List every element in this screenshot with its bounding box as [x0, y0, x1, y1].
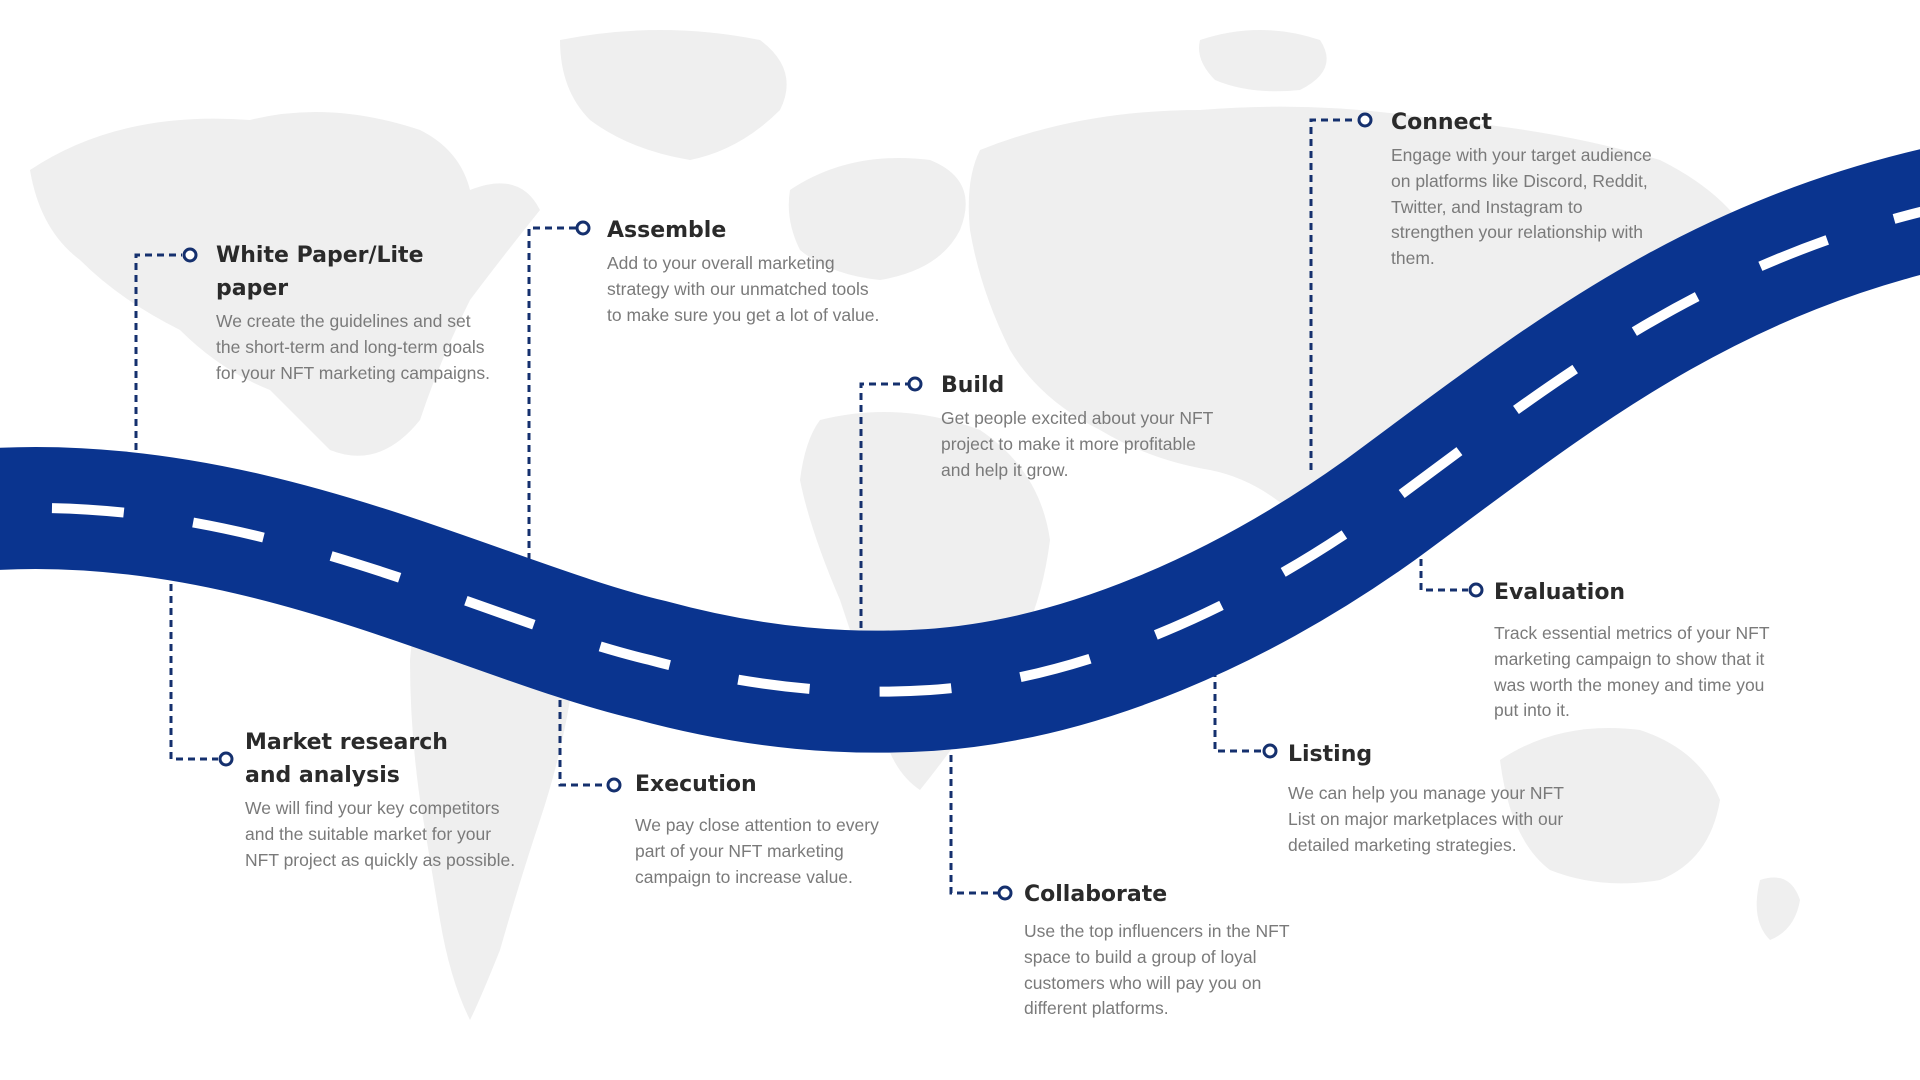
- step-description-line: part of your NFT marketing: [635, 840, 844, 861]
- step-description-line: We can help you manage your NFT: [1288, 783, 1564, 803]
- step-description-line: Add to your overall marketing: [607, 253, 835, 273]
- step-connect: Connect Engage with your target audience…: [1391, 106, 1652, 272]
- step-description-line: on platforms like Discord, Reddit,: [1391, 170, 1648, 191]
- connector-listing: [1213, 670, 1262, 753]
- step-description: We will find your key competitors and th…: [245, 796, 515, 873]
- road: [0, 149, 1920, 753]
- step-title: Evaluation: [1494, 576, 1770, 609]
- dot-evaluation: [1468, 582, 1484, 598]
- step-collaborate: Collaborate Use the top influencers in t…: [1024, 878, 1290, 1022]
- connector-connect: [1309, 118, 1357, 470]
- connectors: [134, 118, 1468, 895]
- step-title: Assemble: [607, 214, 879, 247]
- step-description-line: Engage with your target audience: [1391, 145, 1652, 165]
- step-description-line: project to make it more profitable: [941, 433, 1196, 454]
- connector-build: [859, 382, 908, 640]
- step-description: Get people excited about your NFT projec…: [941, 406, 1213, 483]
- step-description: Add to your overall marketing strategy w…: [607, 251, 879, 328]
- step-title: Execution: [635, 768, 879, 801]
- step-title: Connect: [1391, 106, 1652, 139]
- step-description-line: for your NFT marketing campaigns.: [216, 362, 490, 383]
- step-title: Market research and analysis: [245, 726, 515, 792]
- step-description-line: and the suitable market for your: [245, 823, 492, 844]
- connector-white-paper: [134, 253, 182, 450]
- dot-execution: [606, 777, 622, 793]
- step-description-line: and help it grow.: [941, 459, 1069, 480]
- step-title: Listing: [1288, 738, 1564, 771]
- step-description-line: We create the guidelines and set: [216, 311, 471, 331]
- step-description-line: customers who will pay you on: [1024, 972, 1262, 993]
- step-description-line: space to build a group of loyal: [1024, 946, 1257, 967]
- dot-assemble: [575, 220, 591, 236]
- step-description-line: detailed marketing strategies.: [1288, 834, 1517, 855]
- step-description-line: Twitter, and Instagram to: [1391, 196, 1583, 217]
- step-title-line: Collaborate: [1024, 882, 1168, 907]
- step-description-line: the short-term and long-term goals: [216, 336, 485, 357]
- step-title-line: White Paper/Lite: [216, 243, 424, 268]
- step-description: Engage with your target audience on plat…: [1391, 143, 1652, 272]
- dot-market-research: [218, 751, 234, 767]
- step-title-line: paper: [216, 276, 289, 301]
- step-title: Build: [941, 369, 1213, 402]
- step-title-line: Evaluation: [1494, 580, 1626, 605]
- step-description-line: strengthen your relationship with: [1391, 222, 1643, 243]
- step-market-research: Market research and analysis We will fin…: [245, 726, 515, 873]
- step-title-line: Build: [941, 373, 1005, 398]
- dot-listing: [1262, 743, 1278, 759]
- step-title: Collaborate: [1024, 878, 1290, 911]
- step-assemble: Assemble Add to your overall marketing s…: [607, 214, 879, 328]
- step-evaluation: Evaluation Track essential metrics of yo…: [1494, 576, 1770, 724]
- step-listing: Listing We can help you manage your NFT …: [1288, 738, 1564, 858]
- step-description-line: put into it.: [1494, 700, 1570, 721]
- step-description: Track essential metrics of your NFT mark…: [1494, 621, 1770, 724]
- step-execution: Execution We pay close attention to ever…: [635, 768, 879, 890]
- step-description-line: marketing campaign to show that it: [1494, 648, 1765, 669]
- step-description-line: different platforms.: [1024, 998, 1169, 1019]
- step-description-line: was worth the money and time you: [1494, 674, 1765, 695]
- connector-collaborate: [949, 755, 998, 895]
- dot-white-paper: [182, 247, 198, 263]
- step-title-line: Assemble: [607, 218, 727, 243]
- step-description: We create the guidelines and set the sho…: [216, 309, 490, 386]
- dot-collaborate: [997, 885, 1013, 901]
- step-title-line: Execution: [635, 772, 757, 797]
- step-build: Build Get people excited about your NFT …: [941, 369, 1213, 483]
- step-description: We can help you manage your NFT List on …: [1288, 781, 1564, 858]
- step-description-line: to make sure you get a lot of value.: [607, 304, 880, 325]
- step-description-line: NFT project as quickly as possible.: [245, 849, 516, 870]
- step-description-line: Track essential metrics of your NFT: [1494, 623, 1770, 643]
- step-description-line: We will find your key competitors: [245, 798, 500, 818]
- step-title-line: Listing: [1288, 742, 1373, 767]
- step-title: White Paper/Lite paper: [216, 239, 490, 305]
- step-description: Use the top influencers in the NFT space…: [1024, 919, 1290, 1022]
- step-description-line: strategy with our unmatched tools: [607, 278, 869, 299]
- step-description-line: campaign to increase value.: [635, 866, 853, 887]
- connector-dots: [182, 112, 1484, 901]
- step-description-line: List on major marketplaces with our: [1288, 808, 1564, 829]
- connector-assemble: [527, 226, 576, 560]
- dot-connect: [1357, 112, 1373, 128]
- step-title-line: and analysis: [245, 763, 400, 788]
- step-description-line: Use the top influencers in the NFT: [1024, 921, 1290, 941]
- step-title-line: Market research: [245, 730, 448, 755]
- dot-build: [907, 376, 923, 392]
- world-map-background: [30, 30, 1800, 1020]
- step-description-line: them.: [1391, 248, 1435, 269]
- step-description-line: We pay close attention to every: [635, 815, 879, 835]
- step-white-paper: White Paper/Lite paper We create the gui…: [216, 239, 490, 386]
- connector-execution: [558, 700, 607, 787]
- step-title-line: Connect: [1391, 110, 1493, 135]
- step-description-line: Get people excited about your NFT: [941, 408, 1214, 428]
- step-description: We pay close attention to every part of …: [635, 813, 879, 890]
- connector-market-research: [169, 560, 218, 761]
